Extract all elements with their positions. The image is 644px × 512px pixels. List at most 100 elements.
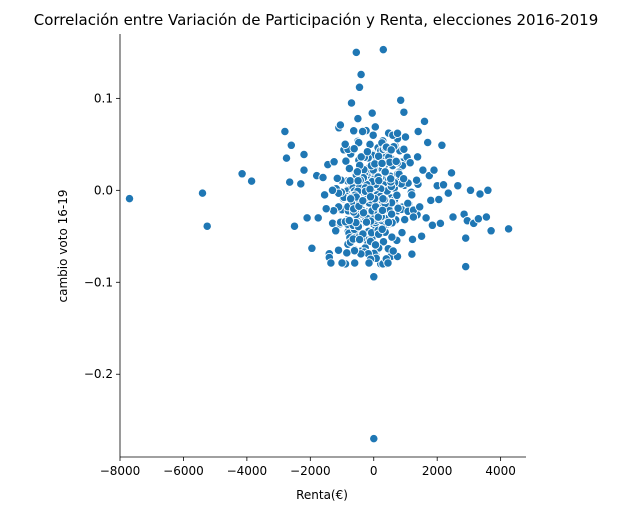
data-point: [285, 177, 295, 187]
data-point: [331, 226, 341, 236]
data-point: [354, 82, 365, 92]
data-point: [356, 69, 366, 80]
data-point: [329, 157, 339, 167]
data-point: [378, 237, 389, 247]
data-point: [481, 212, 492, 222]
data-point: [281, 153, 292, 163]
data-point: [416, 231, 427, 241]
data-point: [358, 196, 368, 206]
data-point: [349, 144, 359, 154]
data-point: [358, 208, 369, 218]
data-point: [435, 218, 446, 229]
data-point: [437, 140, 447, 150]
data-point: [391, 156, 401, 167]
data-point: [397, 227, 407, 238]
data-point: [448, 212, 458, 222]
data-point: [370, 122, 380, 132]
data-point: [374, 175, 384, 186]
data-point: [377, 224, 387, 234]
data-point: [400, 132, 411, 142]
data-point: [349, 246, 360, 256]
data-points: [124, 44, 514, 444]
data-point: [341, 156, 351, 166]
data-point: [377, 158, 387, 169]
data-point: [344, 163, 355, 174]
data-point: [377, 205, 388, 216]
x-tick-label: 0: [370, 464, 378, 478]
data-point: [461, 261, 471, 272]
data-point: [383, 217, 394, 228]
data-point: [426, 195, 436, 206]
data-point: [427, 220, 438, 230]
x-tick-label: −2000: [290, 464, 331, 478]
y-tick-label: −0.2: [84, 367, 113, 381]
y-axis-label: cambio voto 16-19: [56, 190, 70, 303]
data-point: [365, 184, 375, 194]
data-point: [340, 139, 350, 149]
data-point: [280, 126, 290, 137]
data-point: [475, 189, 485, 199]
x-tick-label: 4000: [485, 464, 516, 478]
data-point: [380, 167, 390, 177]
data-point: [361, 217, 372, 227]
data-point: [370, 240, 381, 250]
data-point: [369, 272, 379, 282]
data-point: [286, 140, 296, 150]
data-point: [396, 95, 406, 105]
x-tick-label: 2000: [422, 464, 453, 478]
data-point: [393, 203, 403, 213]
chart-title: Correlación entre Variación de Participa…: [34, 11, 599, 29]
data-point: [289, 221, 300, 231]
data-point: [403, 198, 413, 209]
data-point: [429, 165, 439, 175]
data-point: [392, 190, 402, 200]
data-point: [318, 172, 328, 183]
data-point: [415, 202, 425, 212]
data-point: [202, 221, 212, 231]
data-point: [383, 258, 393, 268]
data-point: [386, 145, 396, 155]
data-point: [434, 194, 444, 205]
y-tick-label: −0.1: [84, 275, 113, 289]
data-point: [337, 258, 347, 268]
data-point: [446, 168, 457, 178]
data-point: [246, 176, 257, 186]
data-point: [335, 120, 346, 130]
data-point: [353, 176, 363, 186]
data-point: [332, 173, 342, 184]
data-point: [400, 214, 410, 225]
data-point: [387, 232, 397, 242]
data-point: [333, 245, 344, 255]
data-point: [392, 128, 403, 138]
x-tick-label: −4000: [227, 464, 268, 478]
data-point: [386, 174, 396, 184]
y-tick-label: 0.0: [94, 183, 113, 197]
data-point: [503, 224, 514, 234]
data-point: [237, 169, 247, 179]
data-point: [346, 98, 357, 108]
data-point: [349, 126, 359, 136]
data-point: [197, 188, 208, 198]
data-point: [351, 47, 361, 58]
data-point: [369, 433, 379, 444]
data-point: [423, 137, 433, 148]
data-point: [296, 179, 306, 189]
data-point: [399, 144, 409, 154]
x-axis-label: Renta(€): [296, 488, 348, 502]
data-point: [405, 158, 415, 168]
data-point: [313, 213, 323, 223]
data-point: [386, 209, 397, 219]
data-point: [352, 167, 363, 177]
data-point: [453, 181, 463, 191]
data-point: [321, 204, 331, 214]
data-point: [346, 194, 356, 204]
data-point: [299, 149, 309, 160]
data-point: [483, 185, 493, 195]
y-tick-label: 0.1: [94, 91, 113, 105]
data-point: [319, 190, 330, 200]
data-point: [373, 212, 383, 222]
data-point: [443, 188, 453, 198]
data-point: [398, 174, 409, 184]
data-point: [362, 147, 373, 157]
data-point: [354, 234, 365, 245]
